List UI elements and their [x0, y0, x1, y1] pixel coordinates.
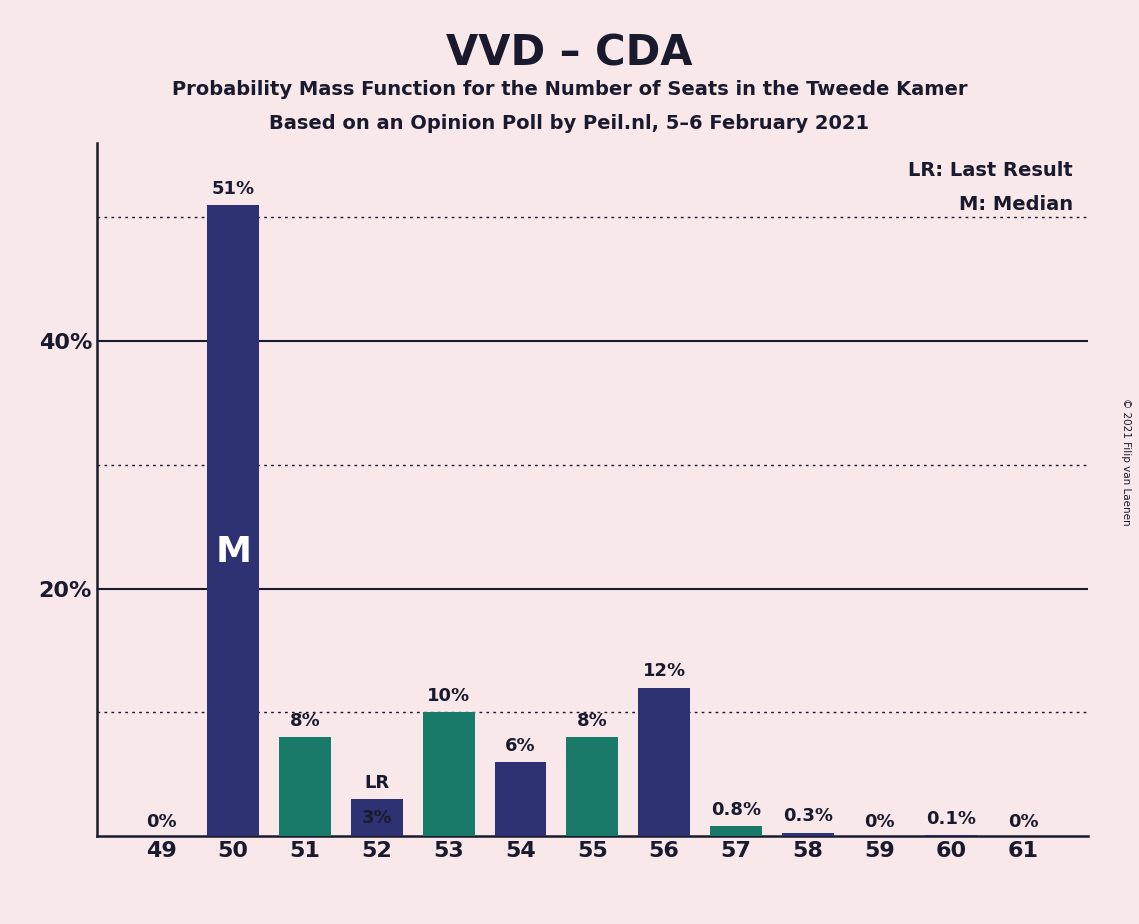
- Text: Based on an Opinion Poll by Peil.nl, 5–6 February 2021: Based on an Opinion Poll by Peil.nl, 5–6…: [270, 114, 869, 133]
- Text: M: M: [215, 535, 252, 569]
- Text: 10%: 10%: [427, 687, 470, 705]
- Bar: [279, 737, 331, 836]
- Bar: [423, 712, 475, 836]
- Text: 6%: 6%: [506, 736, 535, 755]
- Bar: [351, 799, 403, 836]
- Text: VVD – CDA: VVD – CDA: [446, 32, 693, 74]
- Text: 51%: 51%: [212, 179, 255, 198]
- Bar: [926, 835, 977, 836]
- Text: 0.1%: 0.1%: [926, 809, 976, 828]
- Bar: [710, 826, 762, 836]
- Bar: [638, 687, 690, 836]
- Text: LR: LR: [364, 773, 390, 792]
- Text: M: Median: M: Median: [959, 195, 1073, 214]
- Bar: [494, 762, 547, 836]
- Text: 12%: 12%: [642, 663, 686, 680]
- Text: 8%: 8%: [289, 711, 320, 730]
- Text: 0%: 0%: [865, 813, 895, 832]
- Text: LR: Last Result: LR: Last Result: [908, 161, 1073, 179]
- Bar: [207, 205, 259, 836]
- Text: 3%: 3%: [361, 809, 392, 827]
- Text: © 2021 Filip van Laenen: © 2021 Filip van Laenen: [1121, 398, 1131, 526]
- Text: Probability Mass Function for the Number of Seats in the Tweede Kamer: Probability Mass Function for the Number…: [172, 80, 967, 100]
- Bar: [781, 833, 834, 836]
- Text: 0.8%: 0.8%: [711, 801, 761, 819]
- Text: 8%: 8%: [577, 711, 607, 730]
- Text: 0.3%: 0.3%: [782, 807, 833, 825]
- Text: 0%: 0%: [1008, 813, 1039, 832]
- Bar: [566, 737, 618, 836]
- Text: 0%: 0%: [146, 813, 177, 832]
